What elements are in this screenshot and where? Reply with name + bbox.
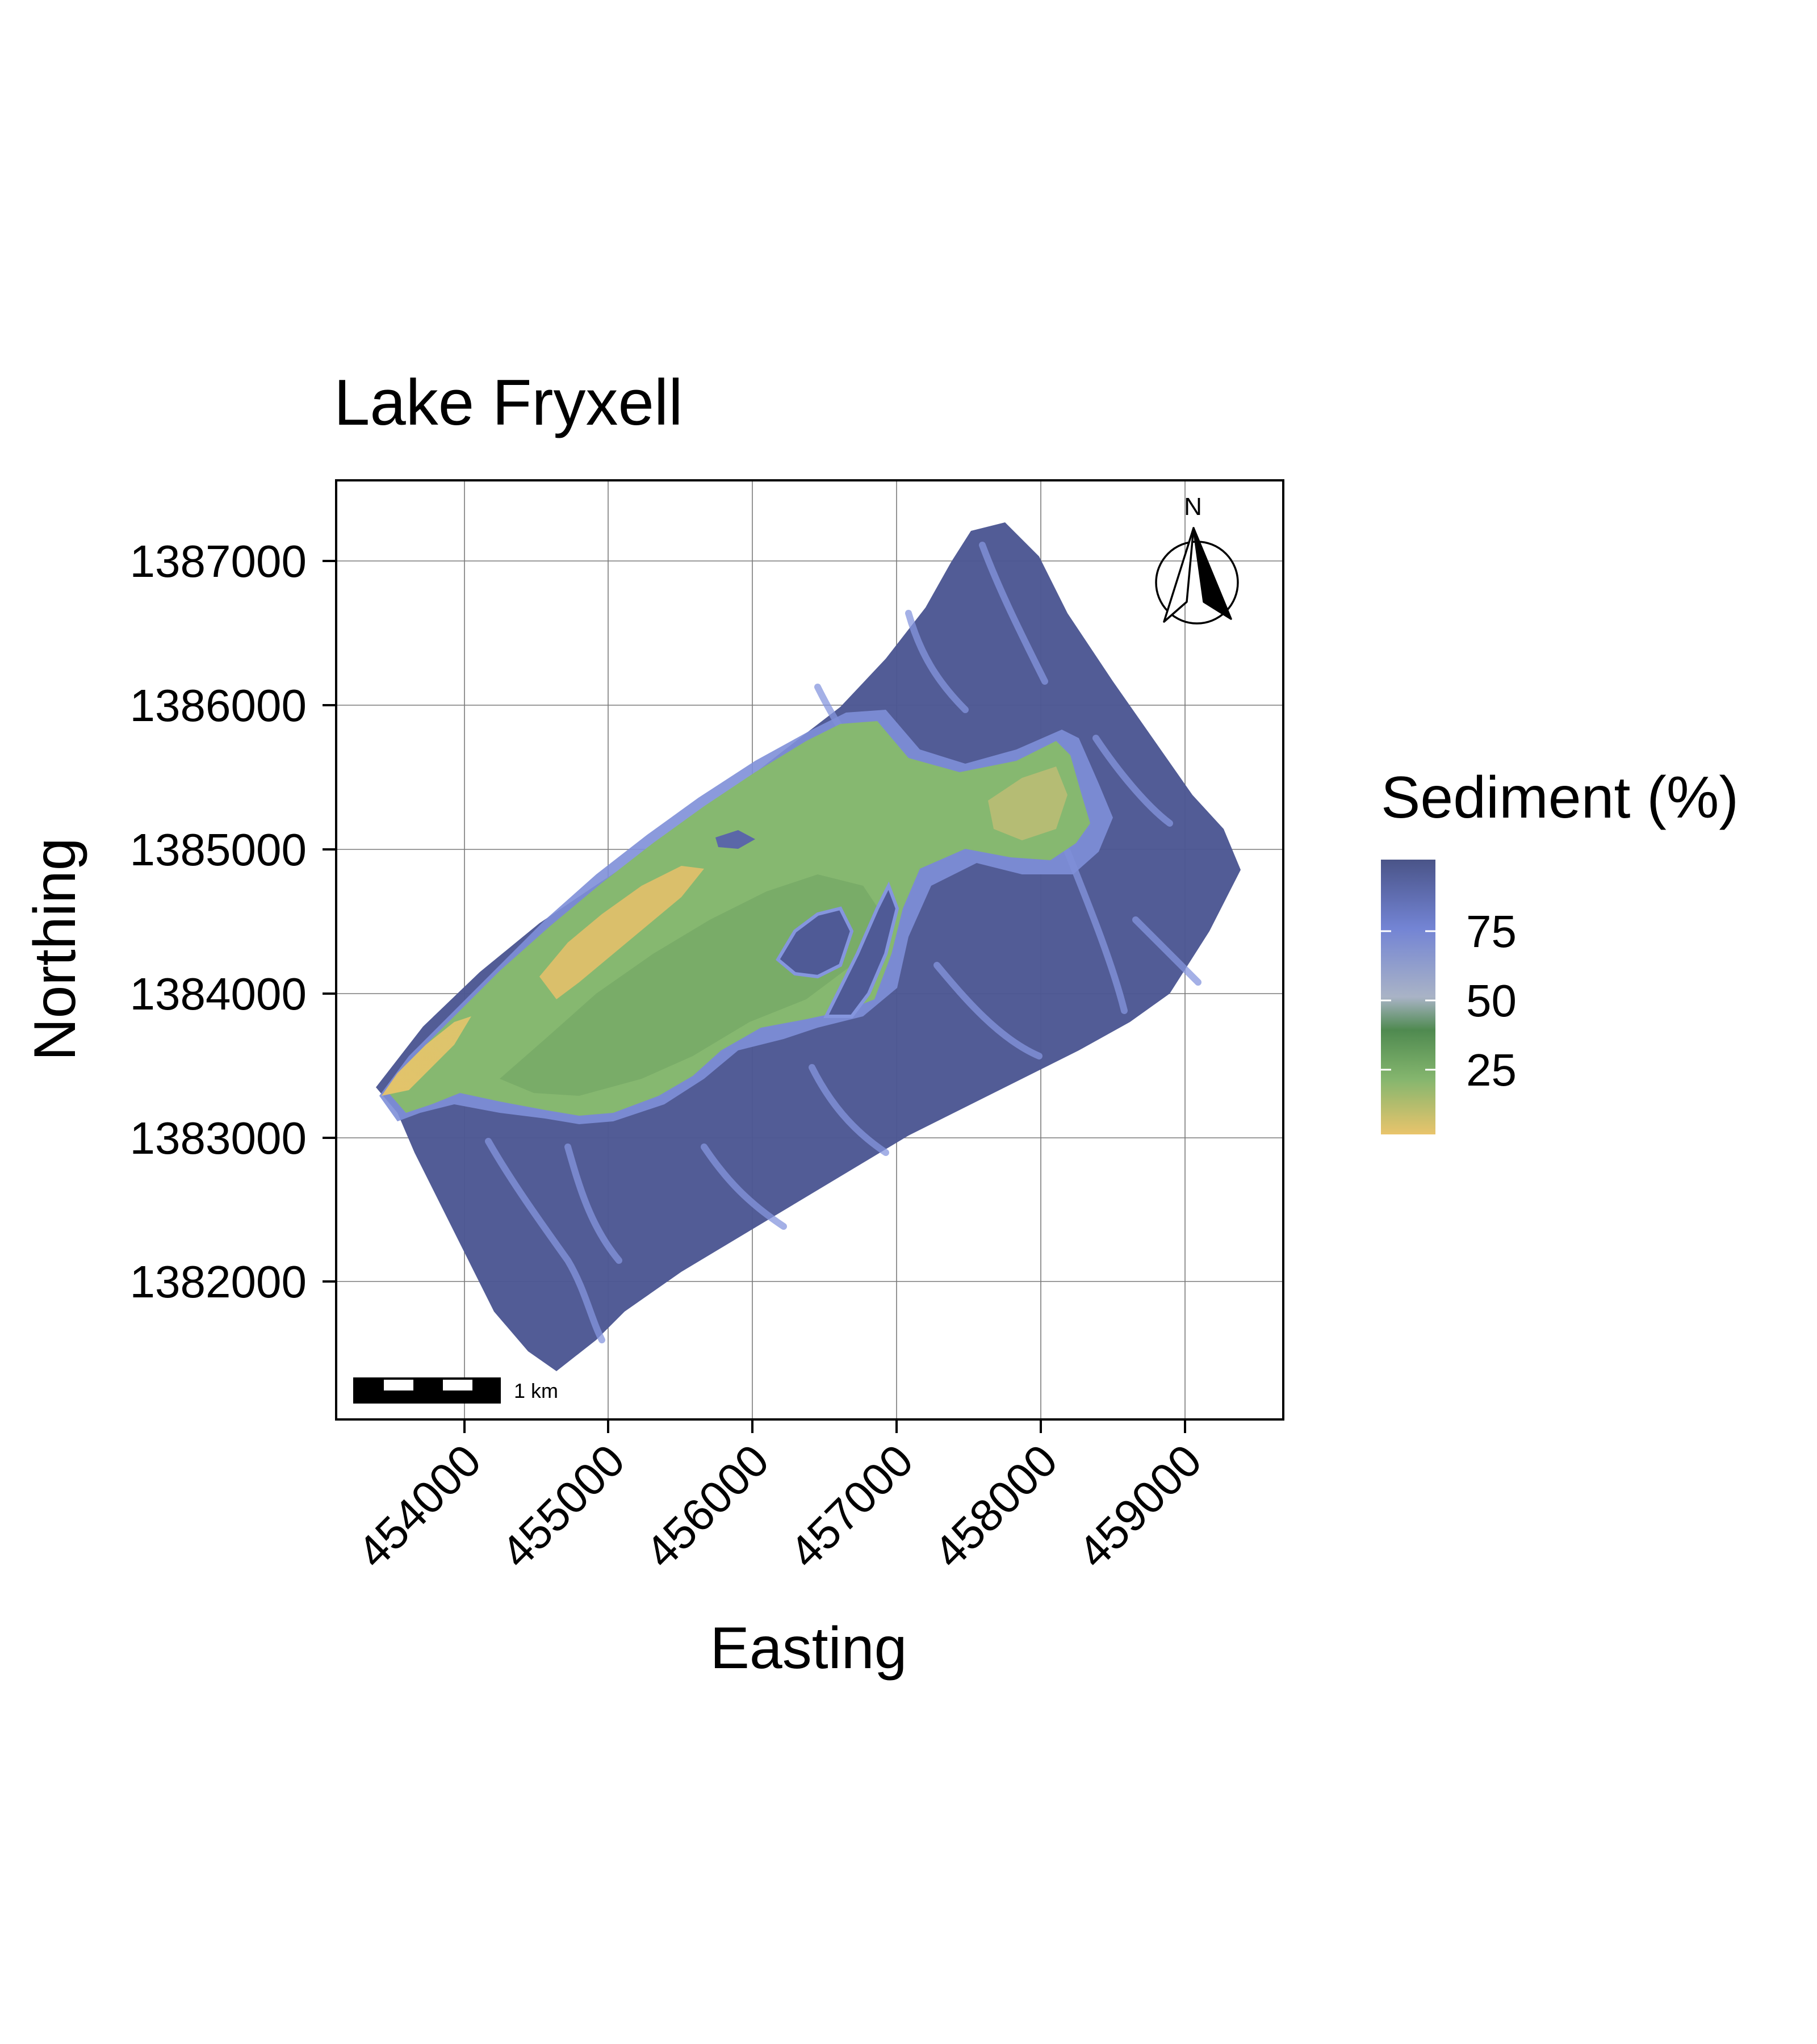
legend: Sediment (%) 75 50 25 [1381,765,1739,1134]
island-small [715,830,755,849]
y-tick-label: 1385000 [130,824,307,875]
island-channel [823,881,899,1018]
y-tick-label: 1382000 [130,1256,307,1307]
channel-textures [485,542,1201,1343]
legend-tick-label: 25 [1466,1045,1517,1095]
legend-colorbar [1381,860,1435,1134]
y-tick-label: 1383000 [130,1113,307,1163]
x-tick-label: 454000 [348,1435,491,1578]
legend-tick-label: 75 [1466,906,1517,957]
map-title: Lake Fryxell [334,367,683,439]
sediment-raster [376,522,1241,1371]
north-label: N [1184,493,1202,521]
panel-border [335,479,1284,1421]
legend-title: Sediment (%) [1381,765,1739,831]
x-axis-title: Easting [710,1615,907,1681]
y-tick-label: 1387000 [130,536,307,587]
y-axis: 1387000 1386000 1385000 1384000 1383000 … [22,536,336,1307]
map-panel [335,479,1284,1421]
scale-bar-label: 1 km [514,1379,558,1402]
x-tick-label: 455000 [491,1435,634,1578]
scale-bar: 1 km [353,1377,558,1404]
island-central [776,906,854,979]
y-tick-label: 1384000 [130,969,307,1019]
y-tick-label: 1386000 [130,680,307,731]
yellow-patch-east [988,767,1067,840]
x-tick-label: 458000 [924,1435,1067,1578]
y-axis-title: Northing [22,837,88,1061]
x-tick-label: 457000 [780,1435,923,1578]
north-arrow-icon: N [1155,493,1239,625]
x-tick-label: 456000 [635,1435,778,1578]
green-interior-dark [500,874,886,1096]
yellow-patch-ridge [539,866,704,999]
x-axis: 454000 455000 456000 457000 458000 45900… [348,1419,1211,1681]
x-tick-label: 459000 [1068,1435,1211,1578]
yellow-patch-west [382,1016,471,1096]
legend-tick-label: 50 [1466,975,1517,1026]
